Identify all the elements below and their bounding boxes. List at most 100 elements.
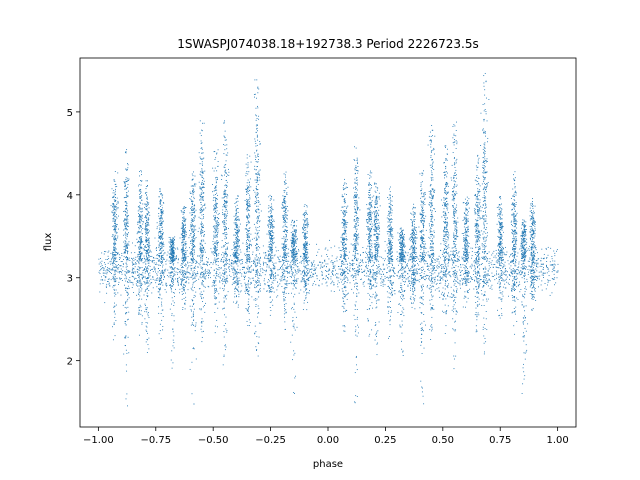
data-point <box>201 182 203 184</box>
data-point <box>114 220 116 222</box>
data-point <box>117 235 119 237</box>
data-point <box>510 261 512 263</box>
data-point <box>450 254 451 256</box>
data-point <box>372 273 374 275</box>
data-point <box>115 254 117 256</box>
data-point <box>171 285 173 287</box>
data-point <box>552 278 554 280</box>
data-point <box>193 235 195 237</box>
data-point <box>496 274 498 276</box>
data-point <box>193 247 194 249</box>
data-point <box>172 268 174 270</box>
data-point <box>387 286 389 287</box>
data-point <box>129 260 131 261</box>
data-point <box>172 257 174 259</box>
data-point <box>158 245 160 247</box>
data-point <box>443 267 445 269</box>
data-point <box>160 238 162 240</box>
data-point <box>126 216 128 218</box>
data-point <box>125 168 127 170</box>
data-point <box>127 163 128 164</box>
data-point <box>272 276 274 278</box>
data-point <box>140 208 142 210</box>
data-point <box>252 263 254 264</box>
data-point <box>125 205 127 206</box>
data-point <box>101 265 103 266</box>
data-point <box>407 285 409 287</box>
data-point <box>453 262 455 264</box>
data-point <box>333 284 335 286</box>
data-point <box>547 281 549 283</box>
data-point <box>537 258 539 260</box>
data-point <box>321 274 323 276</box>
data-point <box>463 254 465 256</box>
data-point <box>124 222 126 223</box>
data-point <box>160 255 162 257</box>
data-point <box>192 261 193 263</box>
data-point <box>331 260 333 261</box>
data-point <box>116 251 118 253</box>
data-point <box>259 273 261 275</box>
data-point <box>159 243 161 245</box>
data-point <box>357 272 359 274</box>
data-point <box>133 292 135 293</box>
data-point <box>488 279 490 281</box>
data-point <box>183 255 185 257</box>
data-point <box>295 288 297 289</box>
data-point <box>124 196 126 198</box>
data-point <box>257 263 259 264</box>
data-point <box>234 277 235 279</box>
data-point <box>488 263 490 264</box>
data-point <box>115 239 117 241</box>
data-point <box>201 260 203 262</box>
data-point <box>114 259 116 261</box>
data-point <box>318 248 320 250</box>
data-point <box>152 287 154 289</box>
data-point <box>461 256 463 258</box>
data-point <box>141 315 143 317</box>
data-point <box>147 244 149 246</box>
data-point <box>141 174 142 176</box>
data-point <box>292 261 294 263</box>
data-point <box>112 269 114 271</box>
data-point <box>167 251 169 253</box>
data-point <box>537 262 539 264</box>
data-point <box>201 256 203 258</box>
data-point <box>115 266 117 268</box>
data-point <box>214 159 216 160</box>
data-point <box>464 291 466 293</box>
data-point <box>124 303 126 305</box>
data-point <box>181 242 182 244</box>
data-point <box>271 270 273 271</box>
data-point <box>322 266 324 268</box>
data-point <box>147 229 149 231</box>
data-point <box>432 262 434 263</box>
data-point <box>158 244 160 246</box>
data-point <box>481 281 483 282</box>
data-point <box>192 275 194 277</box>
data-point <box>156 222 158 224</box>
data-point <box>422 255 424 257</box>
data-point <box>132 282 134 284</box>
data-point <box>460 274 462 276</box>
data-point <box>413 265 415 267</box>
data-point <box>187 262 189 264</box>
data-point <box>161 272 163 274</box>
data-point <box>343 270 345 272</box>
data-point <box>407 252 409 254</box>
data-point <box>224 284 226 286</box>
data-point <box>199 132 201 134</box>
data-point <box>173 284 174 286</box>
data-point <box>165 263 167 265</box>
data-point <box>204 305 205 306</box>
data-point <box>124 185 125 187</box>
data-point <box>218 222 220 223</box>
data-point <box>159 220 161 222</box>
data-point <box>114 212 116 214</box>
data-point <box>492 266 494 268</box>
data-point <box>138 230 139 232</box>
data-point <box>295 271 296 273</box>
data-point <box>309 290 310 292</box>
data-point <box>489 267 491 268</box>
data-point <box>162 260 164 262</box>
